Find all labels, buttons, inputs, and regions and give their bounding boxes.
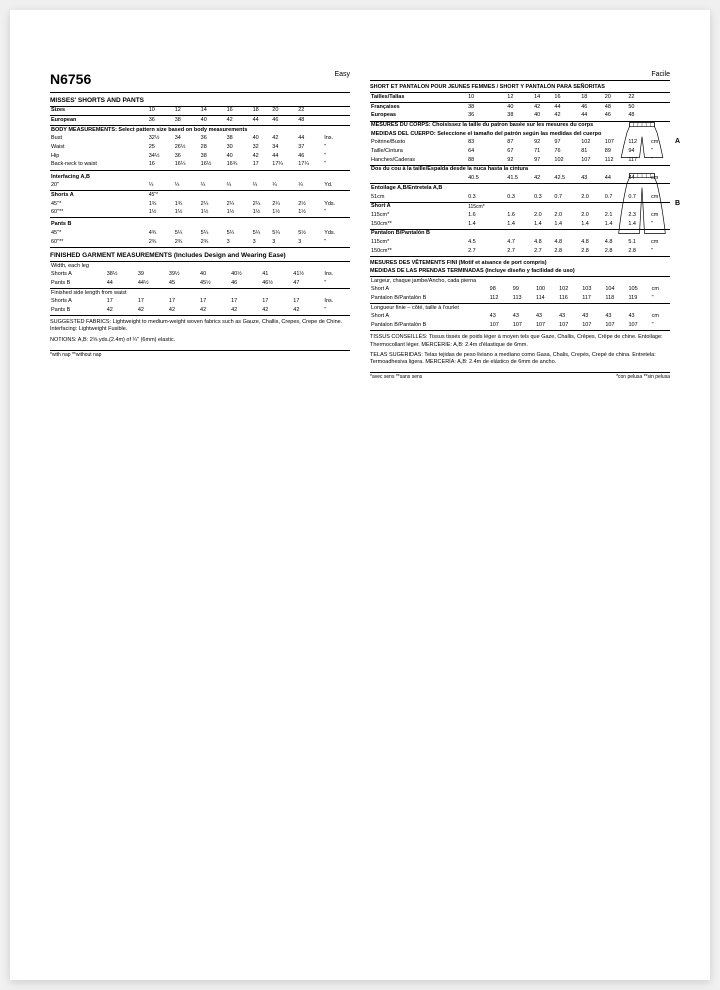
- facile-label: Facile: [651, 70, 670, 80]
- tissus-conseilles: TISSUS CONSEILLÉS: Tissus tissés de poid…: [370, 334, 670, 348]
- garment-diagrams: A B: [617, 120, 672, 242]
- suggested-fabrics: SUGGESTED FABRICS: Lightweight to medium…: [50, 319, 350, 333]
- finished-table: Width, each leg Shorts A38½3939½4040½414…: [50, 261, 350, 316]
- garment-title: MISSES' SHORTS AND PANTS: [50, 96, 350, 105]
- euro-label: European: [50, 116, 148, 126]
- interfacing-label: Interfacing A,B: [50, 170, 350, 182]
- body-measurements-hdr: BODY MEASUREMENTS: Select pattern size b…: [50, 126, 350, 135]
- sizes-table: Sizes 10121416182022 European 3638404244…: [50, 106, 350, 248]
- easy-label: Easy: [334, 70, 350, 92]
- pants-diagram-icon: [617, 171, 667, 238]
- shorts-a-label: Shorts A: [50, 191, 148, 200]
- label-a: A: [675, 138, 680, 145]
- footnote-left: *with nap **without nap: [50, 350, 350, 359]
- finished-table-right: Largeur, chaque jambe/Ancho, cada pierna…: [370, 276, 670, 331]
- header-row-left: N6756 Easy: [50, 70, 350, 93]
- pattern-number: N6756: [50, 70, 91, 90]
- fin-side-label: Finished side length from waist: [50, 289, 350, 298]
- garment-title-fr: SHORT ET PANTALON POUR JEUNES FEMMES / S…: [370, 84, 670, 92]
- label-b: B: [675, 200, 680, 207]
- pattern-back-page: N6756 Easy MISSES' SHORTS AND PANTS Size…: [10, 10, 710, 980]
- left-column: N6756 Easy MISSES' SHORTS AND PANTS Size…: [50, 70, 350, 920]
- header-row-right: Facile: [370, 70, 670, 81]
- shorts-diagram-icon: [617, 120, 667, 162]
- notions: NOTIONS: A,B: 2⅝ yds.(2.4m) of ¼" (6mm) …: [50, 337, 350, 344]
- width-label: Width, each leg: [50, 262, 350, 271]
- footnote-right: *avec sens **sans sens *con pelusa **sin…: [370, 372, 670, 381]
- sizes-label: Sizes: [50, 106, 148, 116]
- pants-b-label: Pants B: [50, 218, 350, 230]
- telas-sugeridas: TELAS SUGERIDAS: Telas tejidas de peso l…: [370, 352, 670, 366]
- finished-hdr: FINISHED GARMENT MEASUREMENTS (Includes …: [50, 251, 350, 260]
